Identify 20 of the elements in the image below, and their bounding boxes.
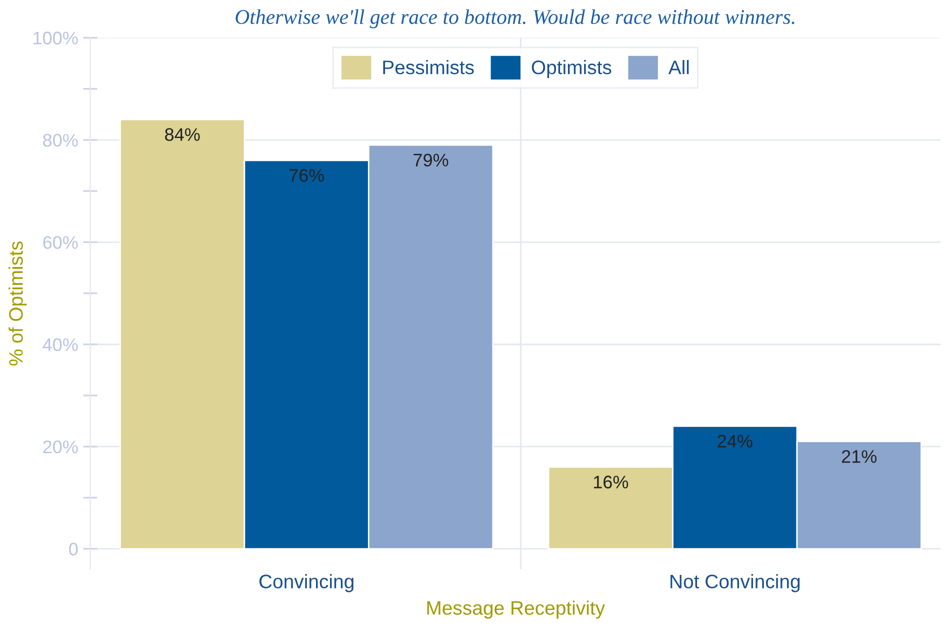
data-label: 16% <box>594 476 628 488</box>
legend-label: Pessimists <box>383 60 474 74</box>
chart-title: Otherwise we'll get race to bottom. Would be race without winners. <box>236 9 794 28</box>
y-tick-label: 0 <box>69 542 78 556</box>
data-label: 79% <box>414 154 448 166</box>
data-label: 24% <box>718 434 752 448</box>
data-label: 76% <box>289 169 324 182</box>
y-tick-label: 80% <box>43 134 78 147</box>
y-tick-label: 20% <box>43 440 78 454</box>
y-tick-label: 100% <box>34 32 78 44</box>
legend-label: All <box>668 60 689 74</box>
x-tick-label: Not Convincing <box>670 574 800 592</box>
y-axis-title: % of Optimists <box>8 242 27 366</box>
y-tick-label: 60% <box>43 236 78 249</box>
y-tick-label: 40% <box>42 338 78 352</box>
legend-label: Optimists <box>532 60 612 78</box>
data-label: 21% <box>842 450 877 463</box>
data-label: 84% <box>165 128 200 141</box>
x-axis-title: Message Receptivity <box>427 600 606 619</box>
x-tick-label: Convincing <box>259 574 354 592</box>
